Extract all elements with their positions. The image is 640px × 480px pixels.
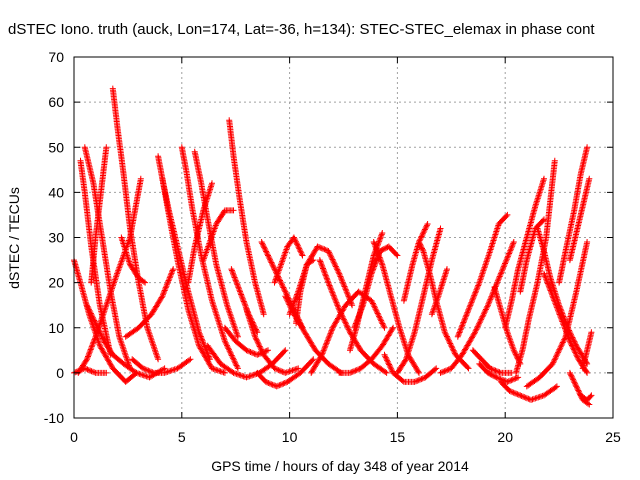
y-tick-label: 20 <box>48 275 64 291</box>
series-49 <box>534 225 591 367</box>
y-tick-label: 10 <box>48 320 64 336</box>
series-33 <box>351 243 401 331</box>
series-35 <box>381 351 440 385</box>
series-28 <box>293 257 317 327</box>
series-9 <box>118 234 149 286</box>
series-45 <box>497 378 560 403</box>
y-tick-label: 70 <box>48 49 64 65</box>
y-tick-label: 0 <box>56 365 64 381</box>
series-19 <box>226 117 267 318</box>
series-25 <box>271 234 306 286</box>
x-tick-label: 15 <box>390 429 406 445</box>
series-50 <box>541 270 591 376</box>
grid <box>74 57 613 418</box>
y-tick-label: 40 <box>48 184 64 200</box>
series-6 <box>71 365 110 376</box>
series-30 <box>308 288 388 376</box>
series-markers <box>577 392 595 403</box>
series-56 <box>577 392 595 403</box>
data-series <box>71 85 595 408</box>
y-tick-label: 30 <box>48 230 64 246</box>
series-markers <box>122 266 177 340</box>
series-53 <box>566 175 593 264</box>
series-markers <box>336 324 397 376</box>
series-markers <box>71 365 110 376</box>
series-41 <box>454 211 511 340</box>
series-17 <box>200 207 237 264</box>
series-22 <box>243 306 302 376</box>
series-10 <box>129 356 194 376</box>
series-markers <box>566 369 593 408</box>
series-52 <box>556 144 591 286</box>
series-37 <box>400 221 431 304</box>
series-39 <box>428 266 450 318</box>
chart-title: dSTEC Iono. truth (auck, Lon=174, Lat=-3… <box>8 21 595 38</box>
series-markers <box>351 243 401 331</box>
series-23 <box>254 356 317 390</box>
series-markers <box>200 207 237 264</box>
x-tick-label: 5 <box>178 429 186 445</box>
series-34 <box>370 239 422 376</box>
y-tick-label: -10 <box>44 410 64 426</box>
series-43 <box>476 360 522 385</box>
x-tick-label: 10 <box>282 429 298 445</box>
series-31 <box>336 324 397 376</box>
series-markers <box>469 347 515 376</box>
series-14 <box>178 144 241 372</box>
series-46 <box>502 175 547 331</box>
y-tick-label: 60 <box>48 94 64 110</box>
series-16 <box>185 180 215 286</box>
x-tick-label: 0 <box>70 429 78 445</box>
series-51 <box>523 239 591 390</box>
x-tick-label: 25 <box>605 429 621 445</box>
series-42 <box>469 347 515 376</box>
series-47 <box>513 157 558 376</box>
x-tick-label: 20 <box>497 429 513 445</box>
series-55 <box>579 329 595 372</box>
series-48 <box>517 216 547 295</box>
series-54 <box>566 369 593 408</box>
series-7 <box>88 144 110 286</box>
y-axis-title: dSTEC / TECUs <box>6 187 22 289</box>
series-13 <box>122 266 177 340</box>
y-tick-label: 50 <box>48 139 64 155</box>
x-axis-title: GPS time / hours of day 348 of year 2014 <box>211 458 469 474</box>
series-markers <box>556 144 591 286</box>
axis-ticks: 0 5 10 15 20 25 -10 0 10 20 30 40 50 60 70 <box>44 49 621 445</box>
